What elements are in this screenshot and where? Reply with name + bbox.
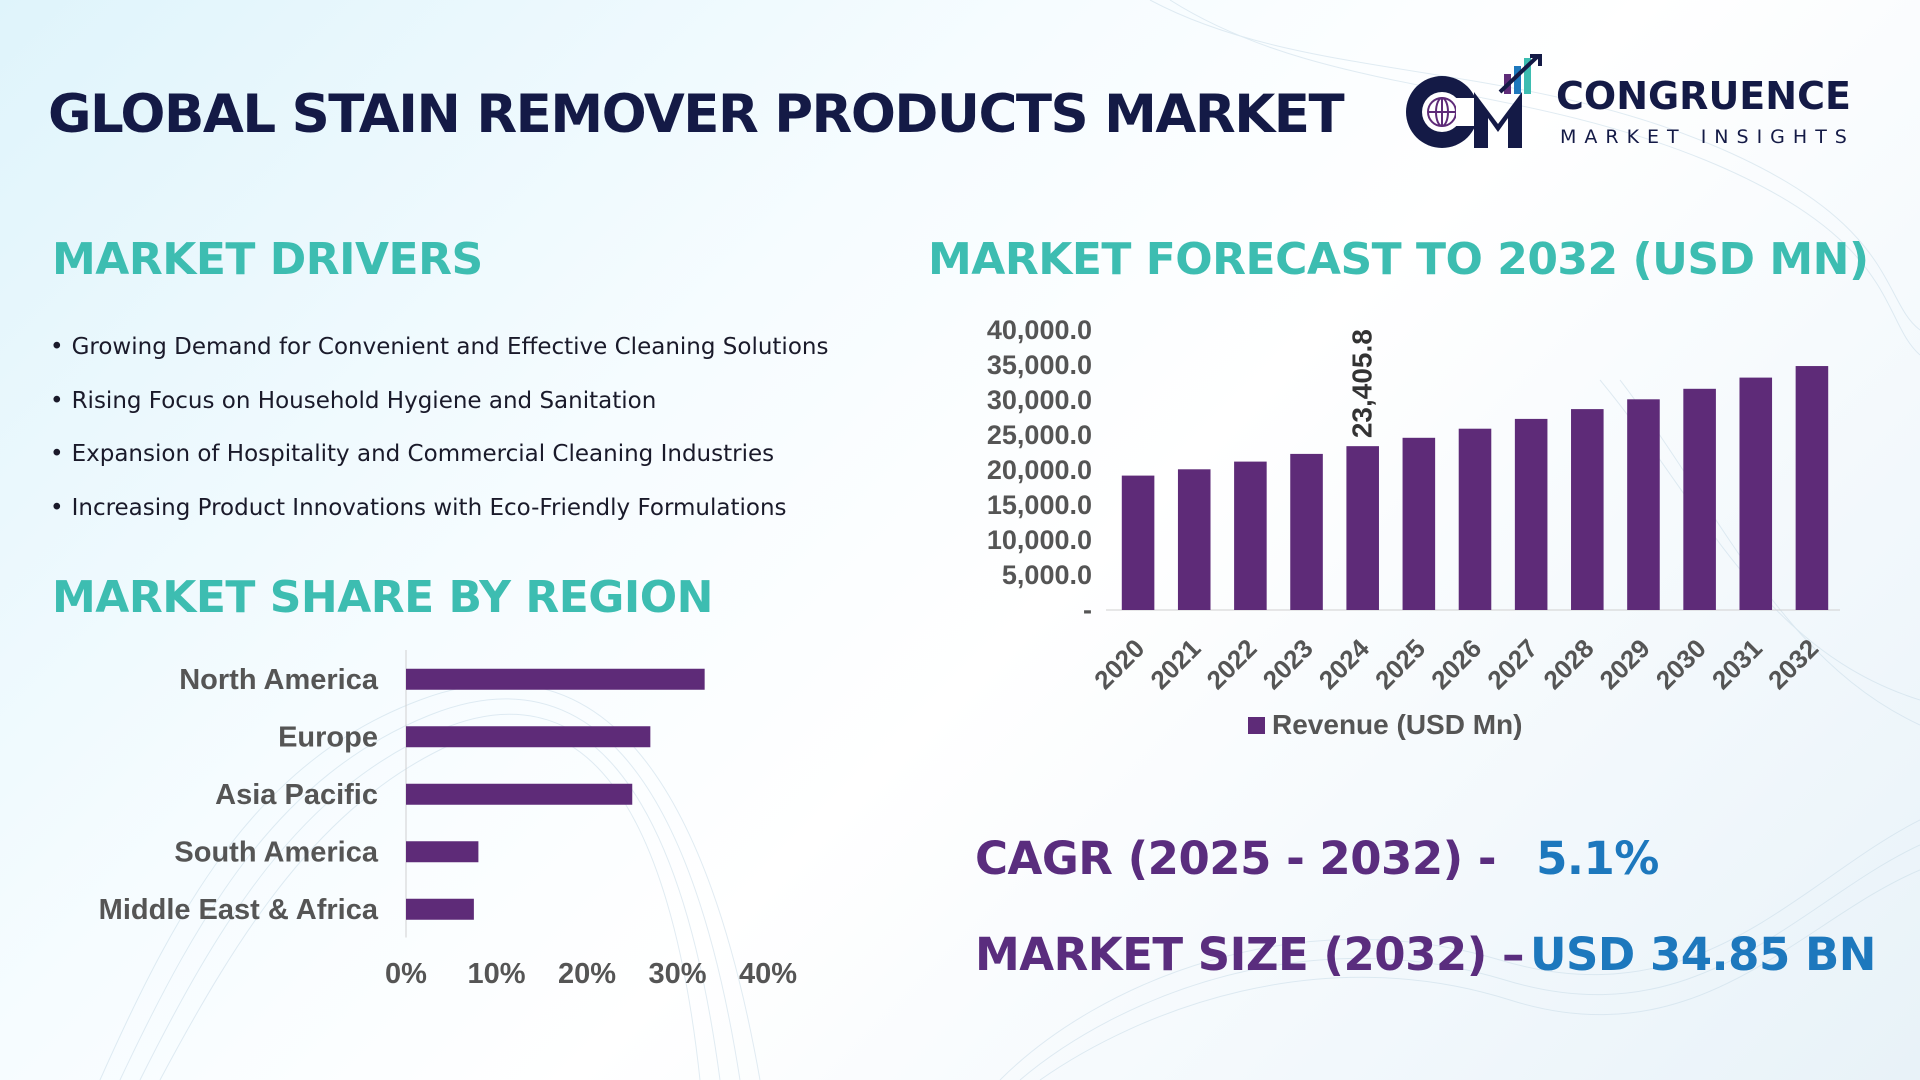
y-tick-label: 10,000.0 — [987, 525, 1092, 555]
logo-tagline: MARKET INSIGHTS — [1560, 126, 1855, 148]
logo-name: CONGRUENCE — [1556, 74, 1851, 118]
bar-2028 — [1571, 409, 1604, 610]
x-tick-label: 30% — [648, 958, 706, 990]
y-tick-label: 15,000.0 — [987, 490, 1092, 520]
bar-2020 — [1121, 475, 1155, 610]
market-drivers-heading: MARKET DRIVERS — [52, 234, 483, 285]
x-tick-label: 40% — [739, 958, 797, 990]
company-logo: CONGRUENCE MARKET INSIGHTS — [1400, 52, 1880, 162]
market-size-label: MARKET SIZE (2032) – — [975, 928, 1524, 981]
driver-item: • Rising Focus on Household Hygiene and S… — [50, 382, 828, 436]
y-tick-label: 20,000.0 — [987, 455, 1092, 485]
market-share-region-heading: MARKET SHARE BY REGION — [52, 572, 714, 623]
x-tick-label: 10% — [467, 958, 525, 990]
market-drivers-list: • Growing Demand for Convenient and Effec… — [50, 328, 828, 542]
x-tick-label: 2030 — [1650, 633, 1712, 695]
x-tick-label: 20% — [558, 958, 616, 990]
driver-text: Rising Focus on Household Hygiene and Sa… — [71, 387, 657, 414]
region-label: Middle East & Africa — [99, 894, 379, 926]
x-tick-label: 0% — [385, 958, 427, 990]
market-forecast-heading: MARKET FORECAST TO 2032 (USD MN) — [928, 234, 1869, 285]
logo-mark-icon — [1406, 54, 1542, 148]
driver-text: Expansion of Hospitality and Commercial … — [71, 441, 775, 467]
bullet-icon: • — [50, 334, 64, 360]
region-bar — [406, 898, 474, 920]
y-tick-label: 35,000.0 — [987, 350, 1092, 380]
bar-2030 — [1683, 388, 1716, 610]
bar-2022 — [1234, 461, 1267, 610]
bullet-icon: • — [50, 441, 64, 467]
y-tick-label: 25,000.0 — [987, 420, 1092, 450]
region-label: Europe — [278, 721, 378, 753]
x-tick-label: 2026 — [1425, 633, 1487, 695]
x-tick-label: 2028 — [1537, 633, 1599, 695]
driver-text: Increasing Product Innovations with Eco-… — [71, 494, 787, 521]
region-share-bar-chart: North America Europe Asia Pacific South Ame… — [99, 650, 797, 990]
bar-2025 — [1402, 437, 1436, 610]
y-tick-label: 5,000.0 — [1002, 560, 1092, 590]
x-tick-label: 2021 — [1144, 633, 1206, 695]
y-tick-label: - — [1083, 595, 1092, 625]
bar-2021 — [1177, 469, 1211, 610]
x-tick-label: 2027 — [1481, 633, 1543, 695]
region-bar — [406, 783, 633, 805]
cagr-value: 5.1% — [1536, 832, 1659, 885]
bullet-icon: • — [50, 387, 64, 414]
legend-swatch — [1248, 717, 1265, 734]
bar-2029 — [1627, 399, 1660, 610]
bar-2026 — [1458, 428, 1492, 610]
region-bar — [406, 668, 705, 690]
region-label: North America — [179, 664, 379, 696]
region-bar — [406, 726, 651, 748]
region-label: Asia Pacific — [215, 779, 378, 811]
x-tick-label: 2029 — [1594, 633, 1656, 695]
x-tick-label: 2020 — [1088, 633, 1150, 695]
market-size-stat: MARKET SIZE (2032) – USD 34.85 BN — [975, 928, 1876, 981]
y-tick-label: 40,000.0 — [987, 315, 1092, 345]
bar-2031 — [1739, 377, 1773, 610]
market-size-value: USD 34.85 BN — [1529, 928, 1876, 981]
bar-2024 — [1346, 446, 1379, 610]
driver-text: Growing Demand for Convenient and Effect… — [71, 334, 829, 360]
x-tick-label: 2031 — [1706, 633, 1768, 695]
x-tick-label: 2022 — [1201, 633, 1263, 695]
bar-2032 — [1795, 366, 1829, 610]
driver-item: • Growing Demand for Convenient and Effec… — [50, 328, 828, 382]
forecast-bar-chart: - 5,000.0 10,000.0 15,000.0 20,000.0 25,000.0… — [987, 315, 1840, 740]
bar-2027 — [1514, 418, 1548, 610]
cagr-stat: CAGR (2025 - 2032) - 5.1% — [975, 832, 1659, 885]
y-tick-label: 30,000.0 — [987, 385, 1092, 415]
region-label: South America — [174, 836, 378, 868]
legend-label: Revenue (USD Mn) — [1272, 709, 1522, 740]
bar-2023 — [1290, 453, 1323, 610]
driver-item: • Expansion of Hospitality and Commercial… — [50, 435, 828, 489]
x-tick-label: 2023 — [1257, 633, 1319, 695]
page-title: GLOBAL STAIN REMOVER PRODUCTS MARKET — [48, 84, 1345, 145]
x-tick-label: 2024 — [1313, 633, 1375, 695]
x-tick-label: 2025 — [1369, 633, 1431, 695]
bullet-icon: • — [50, 494, 64, 521]
cagr-label: CAGR (2025 - 2032) - — [975, 832, 1497, 885]
x-tick-label: 2032 — [1762, 633, 1824, 695]
data-label: 23,405.8 — [1347, 329, 1378, 438]
region-bar — [406, 841, 479, 863]
driver-item: • Increasing Product Innovations with Eco… — [50, 489, 828, 543]
